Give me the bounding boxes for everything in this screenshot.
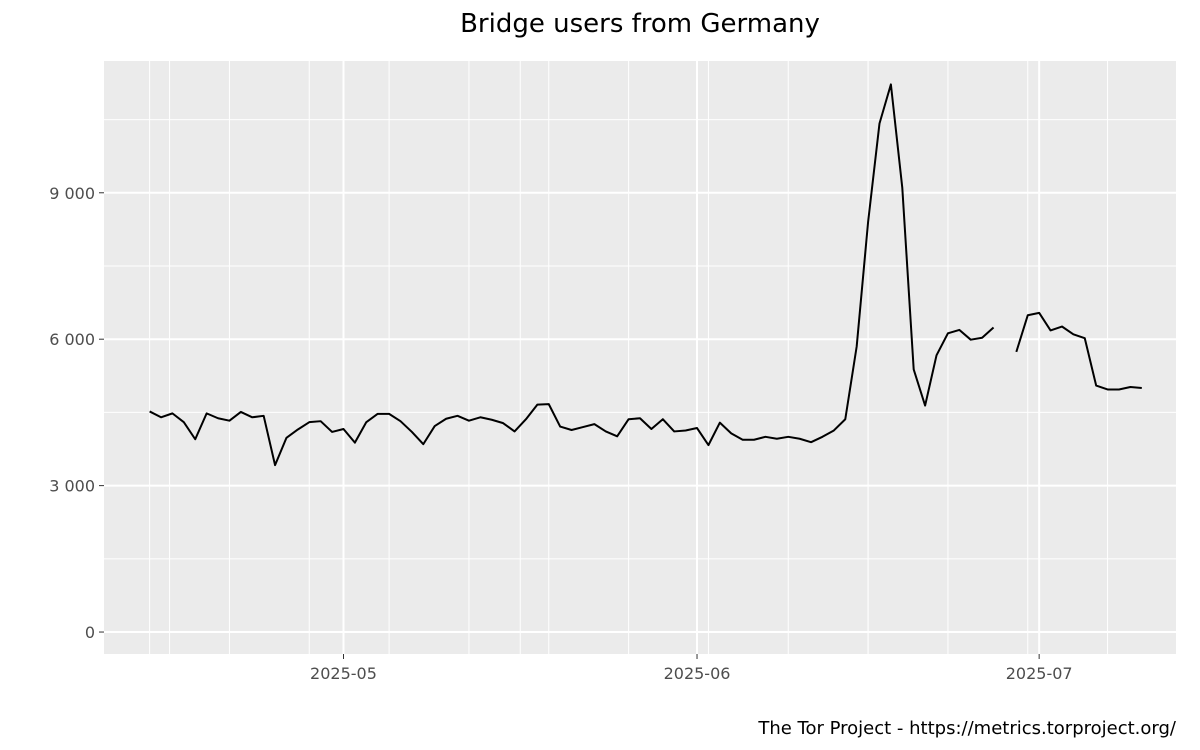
chart-title: Bridge users from Germany: [460, 9, 820, 39]
x-tick-label: 2025-07: [1006, 664, 1073, 683]
series-line: [149, 83, 995, 467]
minor-gridlines: [104, 61, 1176, 654]
y-axis: 0 3 000 6 000 9 000: [49, 184, 104, 642]
y-tick-label: 0: [85, 623, 95, 642]
y-tick-label: 9 000: [49, 184, 95, 203]
x-tick-label: 2025-06: [664, 664, 731, 683]
x-tick-label: 2025-05: [310, 664, 377, 683]
major-gridlines: [104, 61, 1176, 654]
y-tick-label: 6 000: [49, 330, 95, 349]
x-axis: 2025-05 2025-06 2025-07: [310, 654, 1073, 683]
credit-text: The Tor Project - https://metrics.torpro…: [757, 718, 1177, 739]
series-layer: [149, 83, 1142, 467]
plot-panel: [104, 61, 1176, 654]
y-tick-label: 3 000: [49, 477, 95, 496]
series-line: [1015, 311, 1142, 391]
